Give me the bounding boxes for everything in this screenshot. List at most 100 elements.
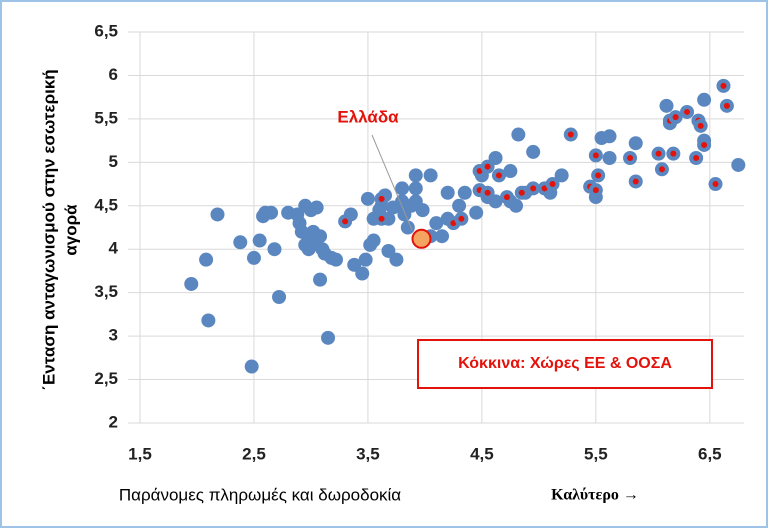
point — [659, 98, 674, 113]
annotation: Ελλάδα — [337, 107, 399, 126]
point — [591, 168, 606, 183]
y-axis-label: ΄Ενταση ανταγωνισμού στην εσωτερική — [39, 69, 58, 390]
point — [389, 252, 404, 267]
point — [716, 78, 731, 93]
point — [199, 252, 214, 267]
point — [435, 229, 449, 244]
point — [511, 127, 526, 142]
point — [233, 235, 248, 250]
y-tick-label: 5,5 — [94, 108, 118, 127]
point — [452, 198, 467, 213]
point — [602, 150, 617, 165]
legend-box — [417, 339, 713, 389]
y-tick-label: 3,5 — [94, 282, 118, 301]
point — [408, 168, 423, 183]
x-tick-label: 3,5 — [356, 444, 380, 463]
point — [264, 205, 279, 220]
point — [415, 203, 430, 218]
point — [708, 177, 723, 192]
point — [395, 181, 410, 196]
point — [602, 129, 617, 144]
point — [628, 174, 643, 189]
point — [184, 276, 199, 291]
point — [526, 144, 541, 159]
x-tick-label: 1,5 — [128, 444, 152, 463]
point — [509, 198, 524, 213]
x-tick-label: 5,5 — [584, 444, 608, 463]
point — [554, 168, 569, 183]
point — [457, 185, 472, 200]
point — [360, 191, 375, 206]
x-tick-label: 6,5 — [698, 444, 722, 463]
x-note: Καλύτερο → — [551, 487, 639, 504]
point — [374, 191, 389, 206]
point — [719, 98, 734, 113]
point — [366, 233, 381, 248]
point — [321, 330, 336, 345]
point — [503, 164, 518, 179]
point — [499, 190, 514, 205]
point — [400, 220, 415, 235]
point — [588, 148, 603, 163]
point — [628, 136, 643, 151]
point — [731, 157, 746, 172]
point — [313, 272, 328, 287]
y-tick-label: 3 — [109, 326, 118, 345]
point — [408, 181, 423, 196]
x-axis-label: Παράνομες πληρωμές και δωροδοκία — [119, 485, 401, 504]
x-tick-label: 4,5 — [470, 444, 494, 463]
y-tick-label: 2,5 — [94, 369, 118, 388]
point — [267, 242, 282, 257]
point — [480, 159, 495, 174]
y-tick-label: 6,5 — [94, 21, 118, 40]
point — [697, 92, 712, 107]
point — [693, 118, 708, 133]
point — [272, 290, 287, 305]
point — [429, 216, 444, 231]
point — [252, 233, 267, 248]
point — [469, 205, 484, 220]
y-tick-label: 4 — [109, 239, 119, 258]
point — [480, 185, 495, 200]
y-tick-label: 2 — [109, 412, 118, 431]
x-tick-label: 2,5 — [242, 444, 266, 463]
point — [338, 214, 353, 229]
point — [654, 162, 669, 177]
point — [697, 137, 712, 152]
grid — [128, 31, 744, 424]
point — [514, 185, 529, 200]
legend-note: Κόκκινα: Χώρες ΕΕ & ΟΟΣΑ — [458, 355, 672, 372]
point — [440, 185, 455, 200]
point — [563, 127, 578, 142]
point — [545, 177, 560, 192]
point — [423, 168, 438, 183]
point — [666, 146, 681, 161]
y-tick-label: 6 — [109, 65, 118, 84]
point — [526, 181, 541, 196]
point — [491, 168, 506, 183]
point — [358, 252, 373, 267]
point — [374, 211, 389, 226]
point — [411, 228, 432, 249]
point — [588, 183, 603, 198]
point — [201, 313, 216, 328]
point — [689, 150, 704, 165]
point — [651, 146, 666, 161]
points — [184, 78, 746, 374]
point — [210, 207, 225, 222]
point — [623, 150, 638, 165]
point — [246, 250, 261, 265]
point — [680, 104, 695, 119]
point — [668, 110, 683, 125]
point — [454, 211, 469, 226]
point — [329, 252, 344, 267]
point — [313, 229, 328, 244]
leader-line — [371, 134, 413, 231]
y-tick-label: 4,5 — [94, 195, 118, 214]
point — [355, 266, 370, 281]
point — [309, 200, 324, 215]
y-axis-label: αγορά — [61, 204, 80, 256]
point — [244, 359, 259, 374]
